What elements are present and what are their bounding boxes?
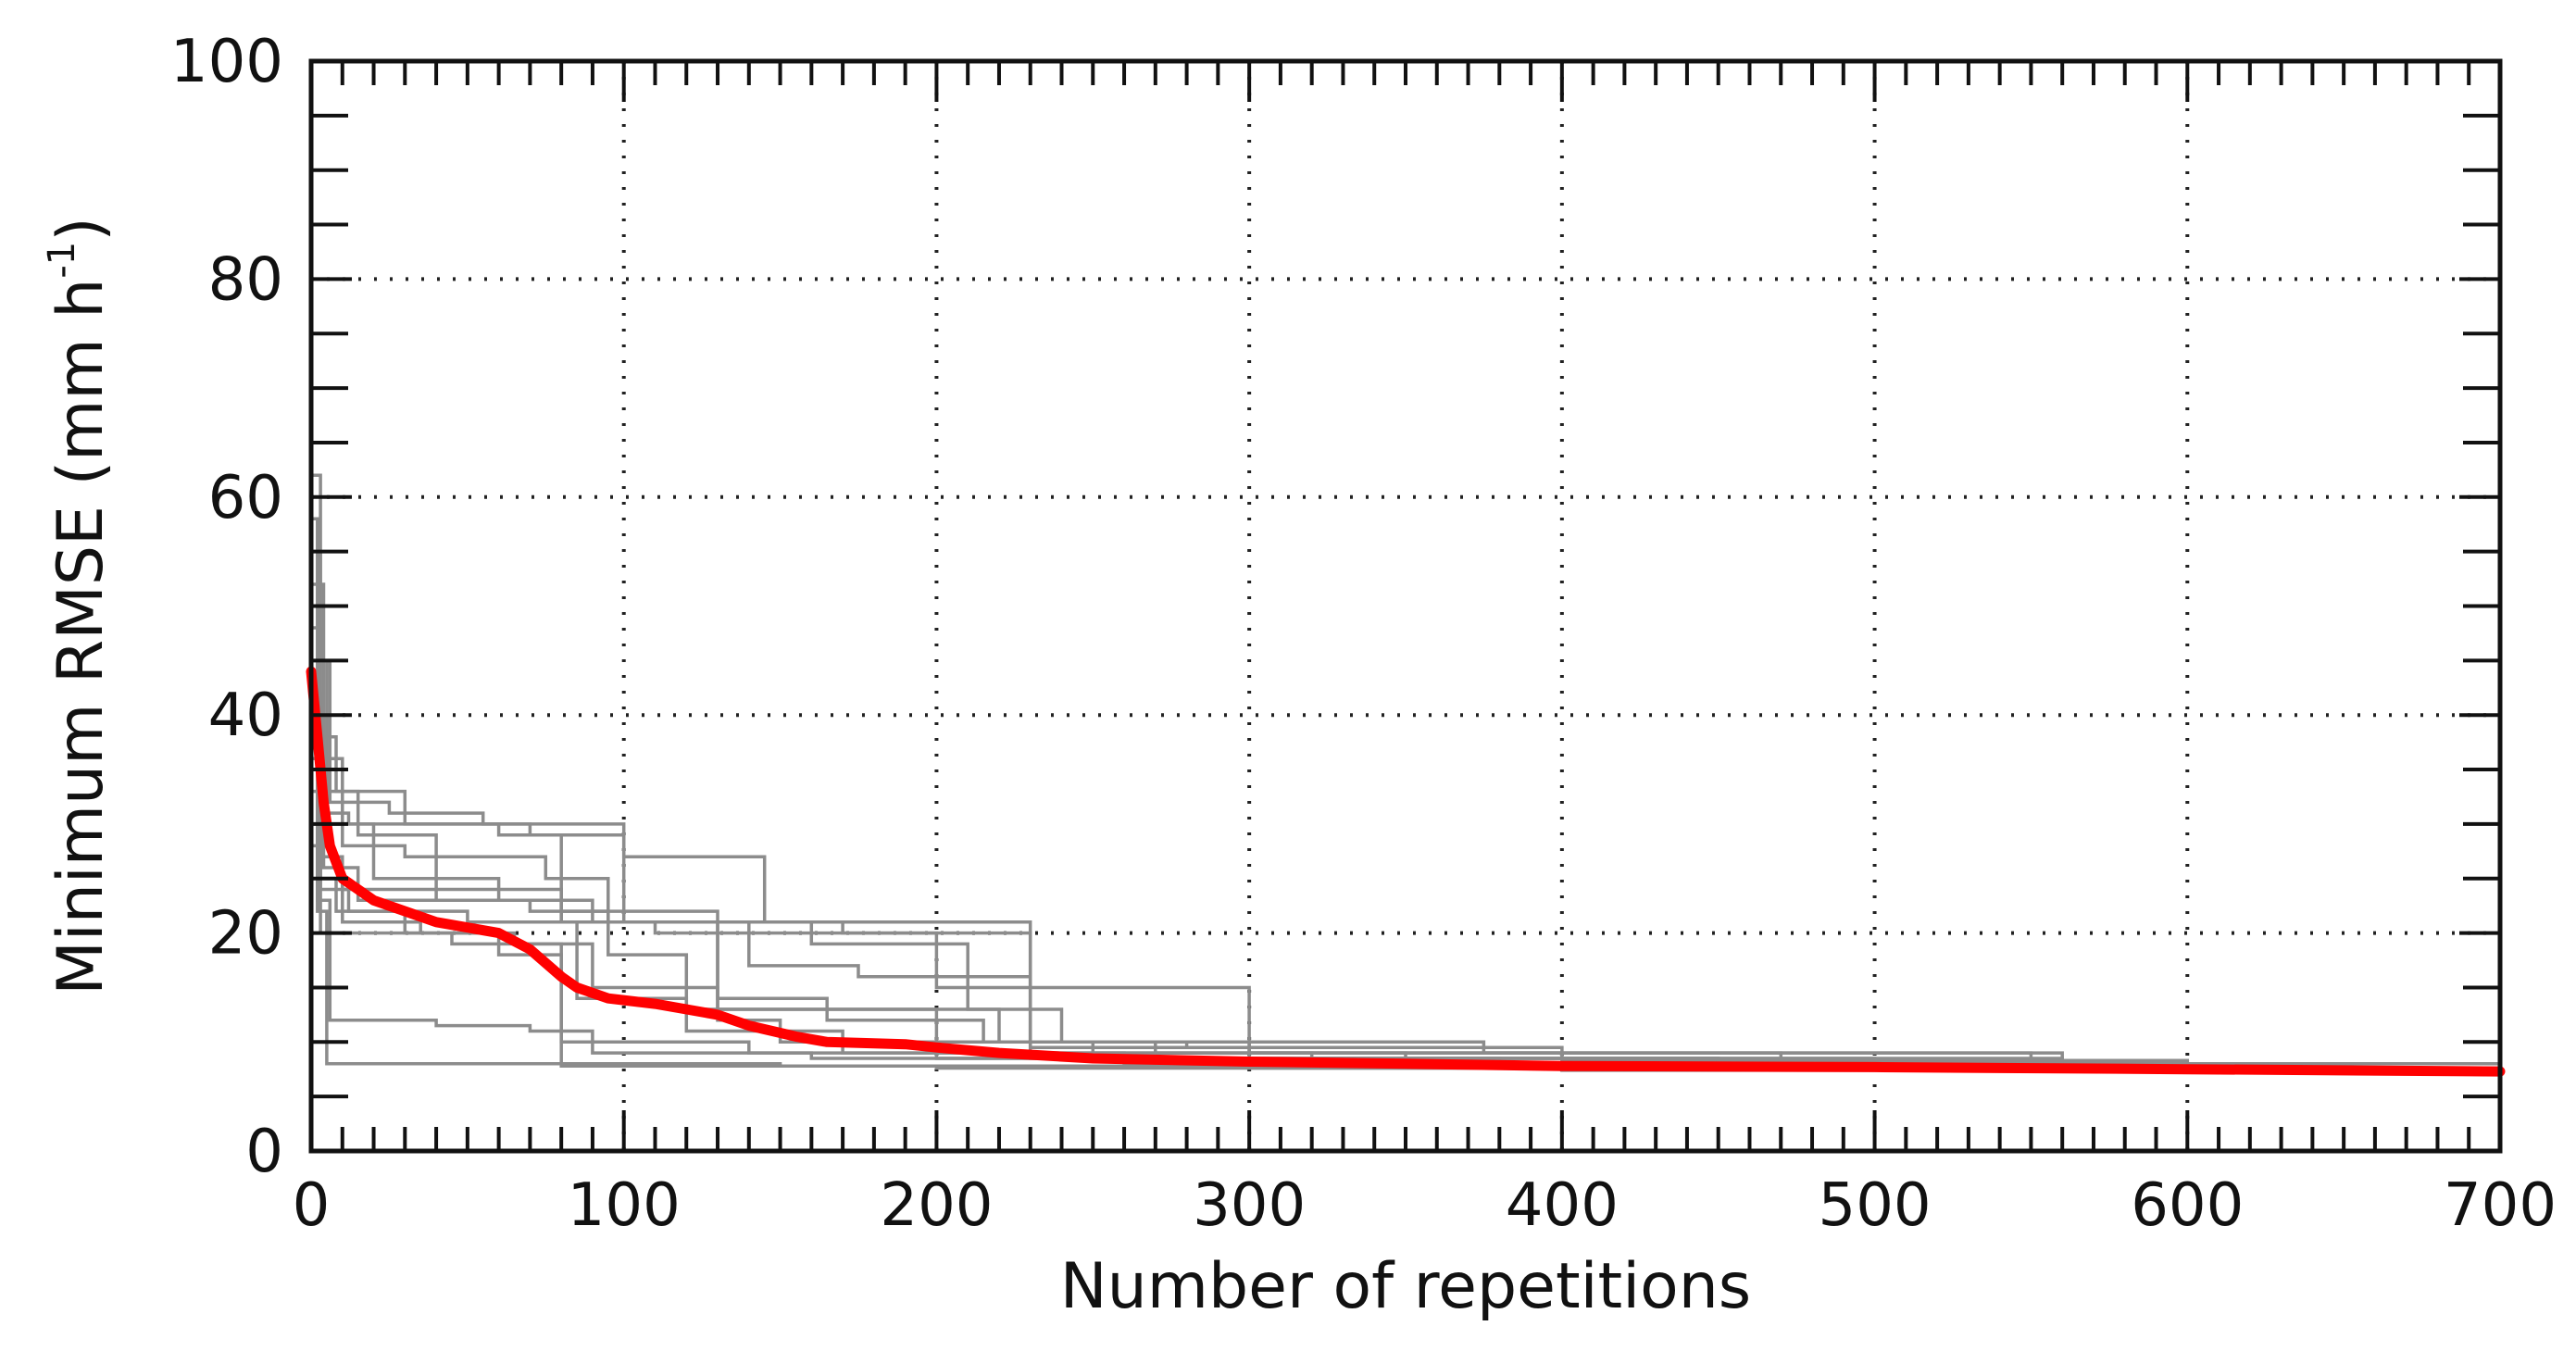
plot-frame — [308, 58, 2503, 1154]
tick-labels: 0 100 200 300 400 500 600 700 0 20 40 60 80 100 — [170, 28, 2557, 1240]
y-tick-label: 80 — [208, 245, 283, 314]
y-axis-title: Minimum RMSE (mm h-1) — [41, 217, 118, 995]
x-tick-label: 400 — [1506, 1171, 1619, 1240]
x-axis-title: Number of repetitions — [1060, 1250, 1751, 1323]
series-layer — [306, 473, 2506, 1077]
y-axis-title-text: Minimum RMSE (mm h — [44, 279, 118, 995]
run-series-line — [311, 844, 2502, 1073]
x-tick-label: 600 — [2131, 1171, 2244, 1240]
y-axis-title-close: ) — [44, 217, 118, 242]
y-tick-label: 20 — [208, 900, 283, 969]
run-series-line — [311, 691, 2502, 1073]
run-series-line — [311, 822, 2502, 1073]
x-tick-label: 200 — [880, 1171, 993, 1240]
x-tick-label: 0 — [293, 1171, 331, 1240]
y-tick-label: 40 — [208, 682, 283, 750]
run-series-line — [311, 549, 2502, 1073]
run-series-line — [311, 473, 2502, 1073]
mean-series-line — [306, 666, 2506, 1077]
run-series-line — [311, 517, 2502, 1073]
x-tick-label: 500 — [1818, 1171, 1931, 1240]
x-tick-label: 300 — [1193, 1171, 1306, 1240]
x-tick-label: 700 — [2444, 1171, 2557, 1240]
y-tick-label: 0 — [245, 1118, 283, 1186]
run-series-line — [311, 713, 2502, 1073]
run-series-line — [311, 789, 2502, 1073]
y-tick-label: 60 — [208, 464, 283, 532]
y-axis-title-superscript: -1 — [41, 242, 83, 279]
run-series-line — [311, 757, 2502, 1073]
run-series-line — [311, 626, 2502, 1073]
y-tick-label: 100 — [170, 28, 283, 96]
x-tick-label: 100 — [568, 1171, 681, 1240]
run-series-line — [311, 658, 2502, 1073]
